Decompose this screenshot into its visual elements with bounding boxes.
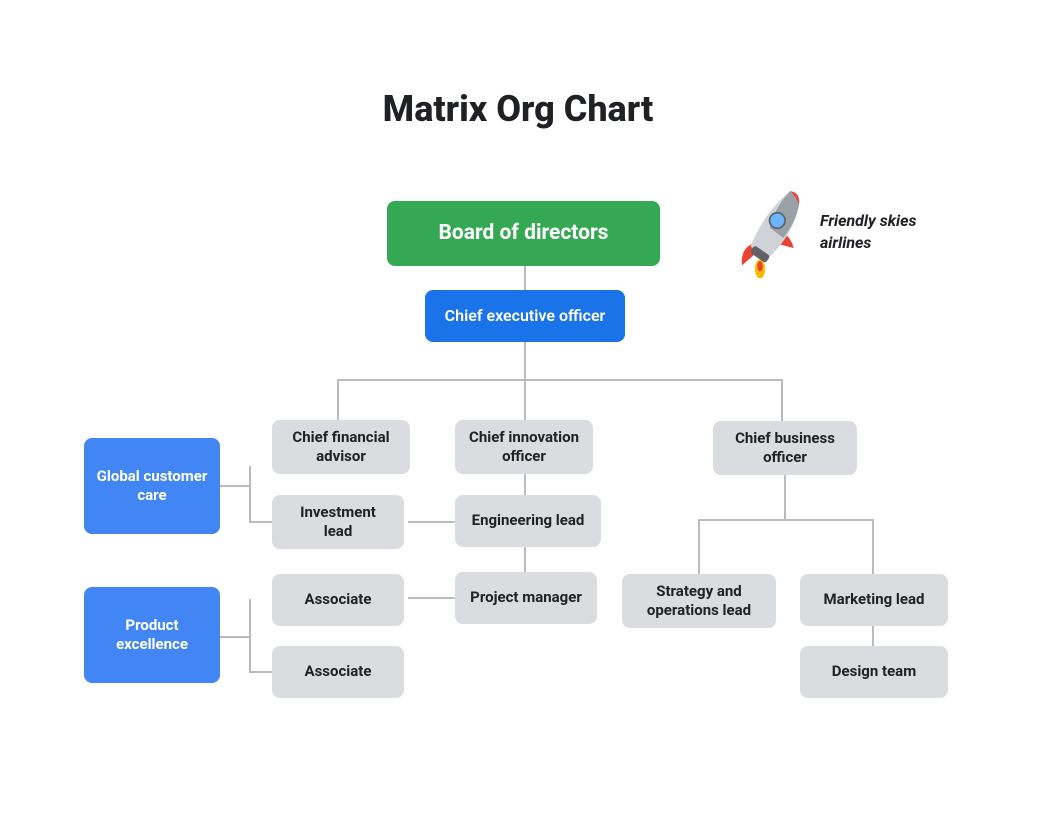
node-engineering-lead: Engineering lead [455,495,601,547]
node-global-customer-care: Global customer care [84,438,220,534]
node-strategy-operations-lead: Strategy and operations lead [622,574,776,628]
node-label: Board of directors [439,220,609,247]
node-label: Design team [832,662,916,682]
node-label: Marketing lead [824,590,925,610]
node-label: Product excellence [96,616,208,655]
node-investment-lead: Investment lead [272,495,404,549]
node-label: Chief innovation officer [467,428,581,467]
node-cfo: Chief financial advisor [272,420,410,474]
node-label: Strategy and operations lead [634,582,764,621]
node-label: Chief executive officer [445,306,606,327]
node-label: Engineering lead [472,511,585,531]
node-label: Associate [305,662,372,682]
rocket-icon [728,186,818,281]
company-label: Friendly skiesairlines [820,210,960,253]
node-label: Investment lead [284,503,392,542]
node-label: Global customer care [96,467,208,506]
node-design-team: Design team [800,646,948,698]
node-label: Project manager [470,588,582,608]
node-marketing-lead: Marketing lead [800,574,948,626]
node-label: Chief business officer [725,429,845,468]
node-associate-2: Associate [272,646,404,698]
node-cbo: Chief business officer [713,421,857,475]
node-label: Associate [305,590,372,610]
node-ceo: Chief executive officer [425,290,625,342]
node-associate-1: Associate [272,574,404,626]
node-project-manager: Project manager [455,572,597,624]
node-cio: Chief innovation officer [455,420,593,474]
node-product-excellence: Product excellence [84,587,220,683]
node-board-of-directors: Board of directors [387,201,660,266]
chart-title: Matrix Org Chart [363,88,673,130]
org-chart-canvas: Matrix Org Chart Friendly skiesairlines … [0,0,1056,816]
node-label: Chief financial advisor [284,428,398,467]
